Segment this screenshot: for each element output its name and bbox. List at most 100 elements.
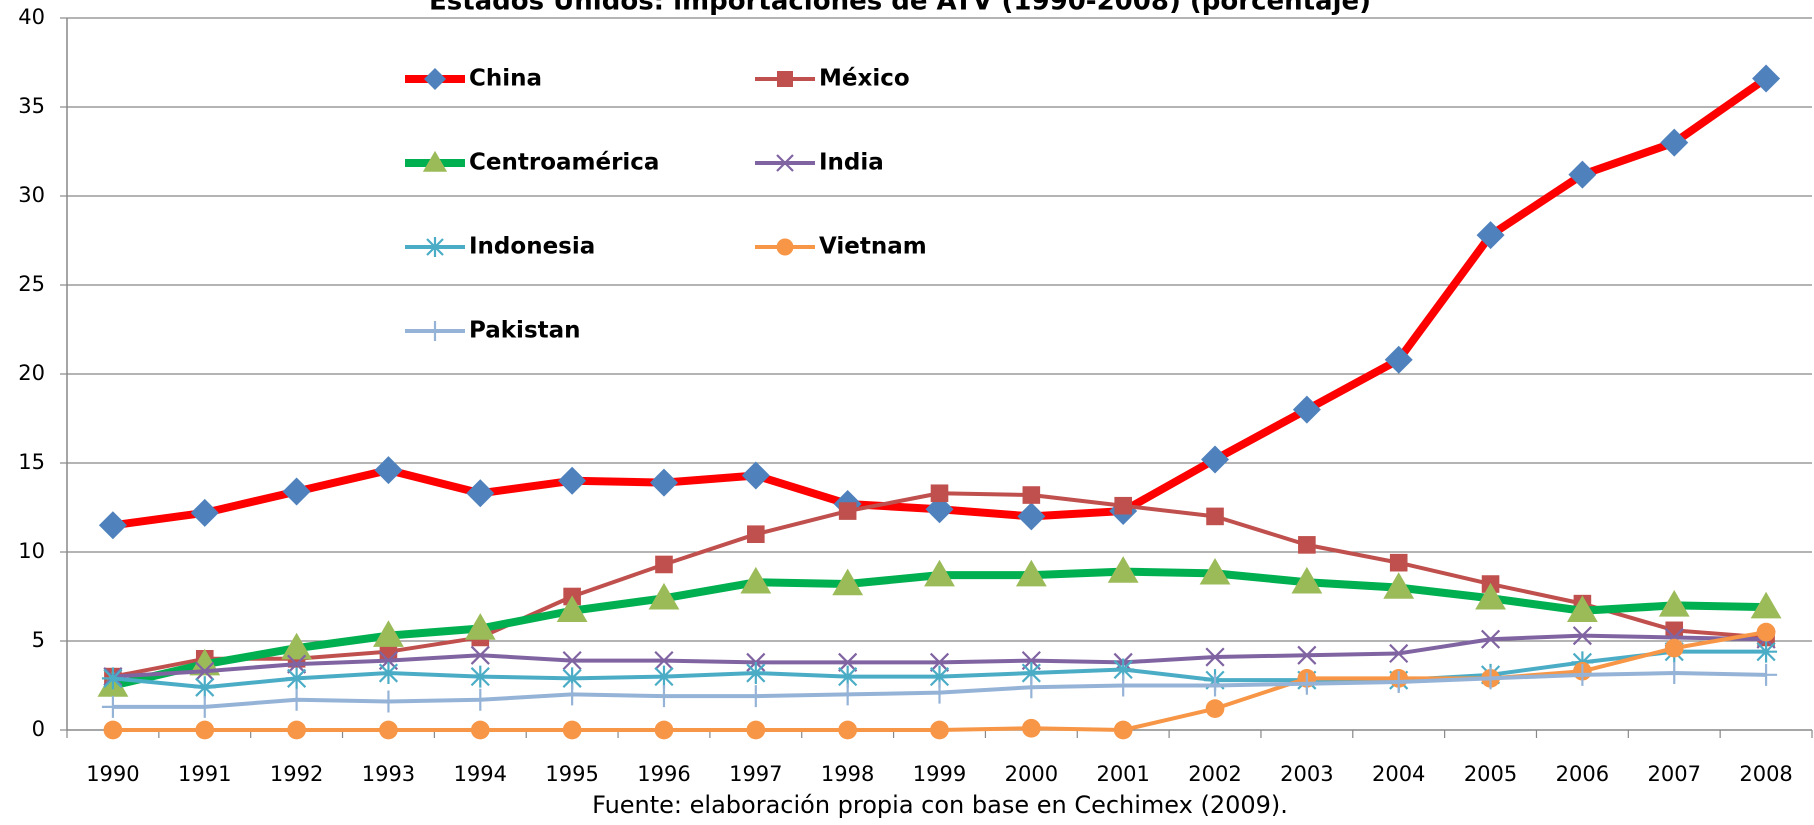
marker xyxy=(561,683,584,706)
marker xyxy=(470,645,490,665)
marker xyxy=(1750,591,1782,619)
marker-shape xyxy=(285,667,308,690)
marker-shape xyxy=(195,720,215,740)
marker xyxy=(925,495,954,524)
marker-shape xyxy=(101,695,124,718)
marker xyxy=(746,720,766,740)
marker xyxy=(1205,699,1225,718)
marker-shape xyxy=(652,685,675,708)
marker-shape xyxy=(1205,647,1225,667)
x-tick-label: 1997 xyxy=(729,762,782,786)
marker xyxy=(287,720,306,740)
marker xyxy=(838,502,857,520)
marker-shape xyxy=(193,695,216,718)
x-tick-label: 1992 xyxy=(270,762,323,786)
marker-shape xyxy=(836,683,859,706)
marker-shape xyxy=(652,665,675,688)
marker xyxy=(1107,556,1139,583)
marker xyxy=(287,654,307,674)
marker xyxy=(103,720,123,740)
marker-shape xyxy=(287,720,306,740)
marker xyxy=(1020,662,1043,685)
marker-shape xyxy=(1291,566,1323,594)
marker-shape xyxy=(561,667,584,690)
marker-shape xyxy=(374,456,403,485)
marker xyxy=(556,595,588,622)
marker-shape xyxy=(1021,718,1041,738)
marker-shape xyxy=(379,720,398,740)
marker-shape xyxy=(466,479,495,508)
marker xyxy=(1113,720,1133,740)
marker xyxy=(928,665,951,688)
legend-label: Indonesia xyxy=(469,234,595,260)
marker-shape xyxy=(556,595,588,622)
marker-shape xyxy=(1387,670,1410,693)
marker-shape xyxy=(464,613,496,640)
marker-shape xyxy=(470,720,490,740)
marker-shape xyxy=(377,690,400,713)
marker-shape xyxy=(1204,674,1227,697)
marker xyxy=(930,720,949,740)
marker xyxy=(1022,486,1041,504)
marker xyxy=(1756,622,1776,642)
marker xyxy=(838,720,858,740)
marker xyxy=(193,676,216,699)
marker xyxy=(1112,674,1135,697)
marker xyxy=(377,690,400,713)
marker xyxy=(1658,590,1690,617)
marker xyxy=(98,511,127,540)
marker-shape xyxy=(1568,160,1597,189)
x-tick-label: 2004 xyxy=(1372,762,1425,786)
marker-shape xyxy=(1566,595,1598,622)
marker-shape xyxy=(425,321,445,341)
marker xyxy=(1291,566,1323,594)
marker xyxy=(649,468,678,497)
marker-shape xyxy=(1664,638,1684,658)
marker xyxy=(1664,638,1684,658)
marker-shape xyxy=(1015,559,1047,587)
x-tick-label: 1990 xyxy=(86,762,139,786)
legend-label: Centroamérica xyxy=(469,150,659,176)
marker-shape xyxy=(746,720,766,740)
marker-shape xyxy=(1292,395,1321,424)
y-tick-label: 35 xyxy=(18,94,45,118)
marker xyxy=(1201,445,1230,474)
marker xyxy=(195,720,215,740)
marker xyxy=(1572,626,1592,646)
marker xyxy=(648,582,680,610)
marker xyxy=(652,685,675,708)
marker xyxy=(1665,621,1684,640)
marker xyxy=(1755,663,1778,686)
marker-shape xyxy=(838,502,857,520)
marker xyxy=(281,632,313,660)
marker xyxy=(930,484,949,503)
x-tick-label: 2006 xyxy=(1556,762,1609,786)
marker-shape xyxy=(1297,645,1317,665)
marker-shape xyxy=(1017,502,1046,531)
marker-shape xyxy=(1480,629,1501,649)
y-tick-label: 0 xyxy=(32,717,45,741)
marker-shape xyxy=(1660,128,1689,157)
marker xyxy=(832,568,864,596)
legend-label: Pakistan xyxy=(469,318,581,344)
marker xyxy=(1383,572,1415,599)
marker xyxy=(1114,496,1132,515)
marker-shape xyxy=(1571,663,1594,686)
series-line xyxy=(112,75,1769,530)
marker xyxy=(1292,395,1321,424)
y-tick-label: 30 xyxy=(18,183,45,207)
legend-label: India xyxy=(819,150,884,176)
marker-shape xyxy=(1020,662,1043,685)
marker xyxy=(285,688,308,711)
marker-shape xyxy=(928,681,951,704)
marker xyxy=(190,498,219,527)
chart-title: Estados Unidos: importaciones de ATV (19… xyxy=(429,0,1371,17)
marker-shape xyxy=(776,238,794,256)
marker xyxy=(1295,672,1318,695)
marker-shape xyxy=(747,525,765,543)
marker-shape xyxy=(928,665,951,688)
marker xyxy=(425,321,445,341)
marker-shape xyxy=(101,667,124,690)
legend-label: México xyxy=(819,66,910,92)
marker-shape xyxy=(193,676,216,699)
